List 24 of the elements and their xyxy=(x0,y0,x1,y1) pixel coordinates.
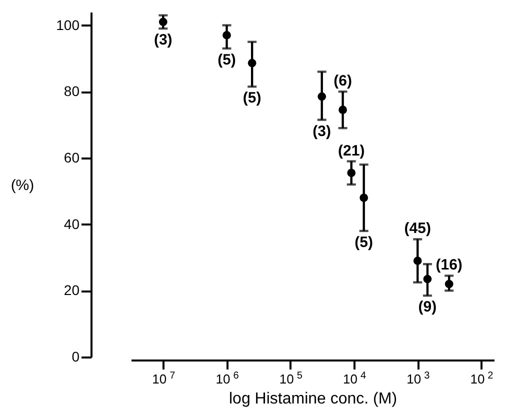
x-tick-label: 10$^{2}$ xyxy=(470,370,494,386)
annotation: (3) xyxy=(312,122,332,140)
x-tick-label: 10$^{7}$ xyxy=(152,370,176,386)
x-tick-label: 10$^{6}$ xyxy=(216,370,240,386)
annotation: (6) xyxy=(334,72,352,90)
x-tick-label: 10$^{5}$ xyxy=(279,370,303,386)
y-axis-title: (%) xyxy=(10,177,34,194)
annotation: (21) xyxy=(338,142,365,160)
y-tick-label: 20 xyxy=(64,282,80,298)
y-tick-label: 100 xyxy=(56,16,80,33)
annotation: (5) xyxy=(242,90,262,107)
y-tick-label: 0 xyxy=(72,348,80,364)
y-tick-label: 40 xyxy=(64,216,80,232)
y-tick-label: 80 xyxy=(64,83,80,100)
annotation: (3) xyxy=(154,32,172,49)
annotation: (5) xyxy=(354,234,374,251)
x-tick-label: 10$^{4}$ xyxy=(342,370,366,386)
annotation: (16) xyxy=(436,256,462,274)
annotation: (45) xyxy=(404,220,431,238)
annotation: (9) xyxy=(418,298,437,316)
x-tick-label: 10$^{3}$ xyxy=(406,370,430,386)
y-tick-label: 60 xyxy=(64,149,80,166)
x-axis-title: log Histamine conc. (M) xyxy=(228,390,398,408)
annotation: (5) xyxy=(218,51,236,68)
